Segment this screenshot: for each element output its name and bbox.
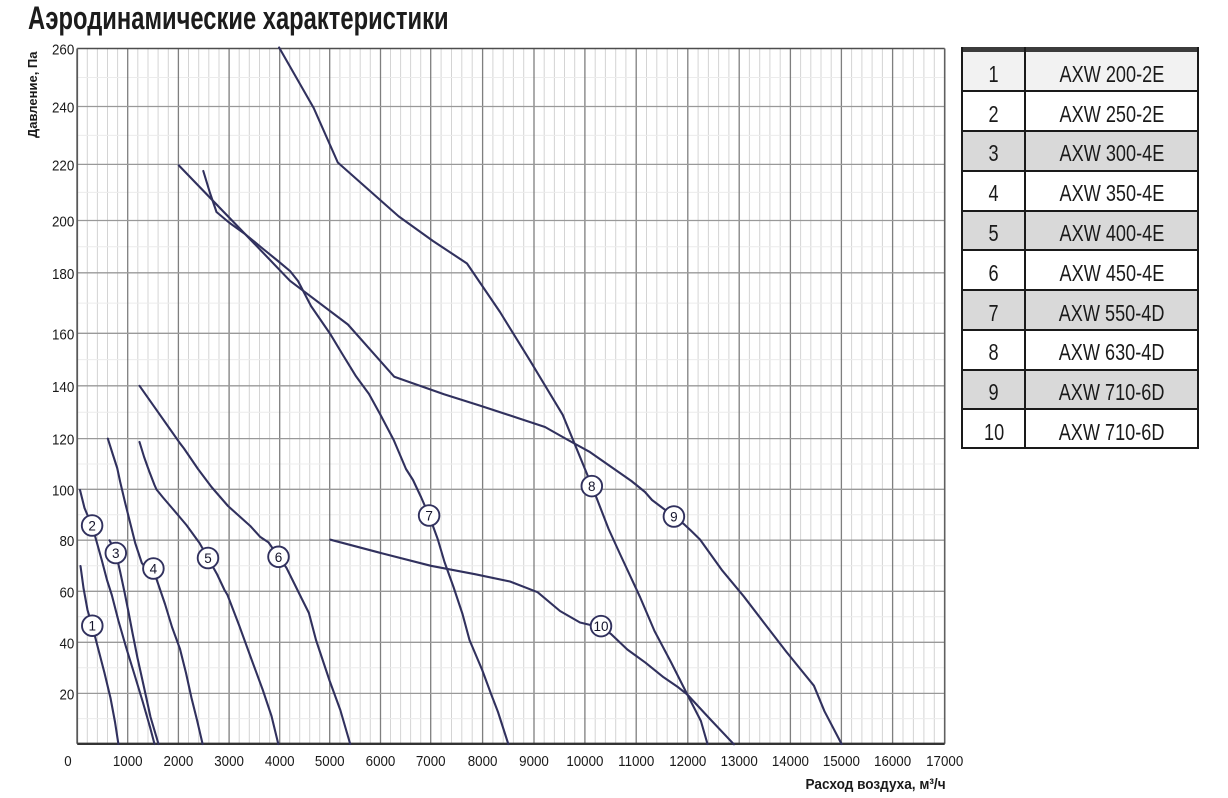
svg-text:80: 80 <box>60 534 75 550</box>
svg-text:6: 6 <box>275 550 283 565</box>
svg-text:140: 140 <box>52 380 74 396</box>
svg-text:7: 7 <box>425 509 433 524</box>
svg-text:2000: 2000 <box>164 754 194 770</box>
svg-text:20: 20 <box>60 687 75 703</box>
svg-text:260: 260 <box>52 43 74 59</box>
svg-text:40: 40 <box>60 636 75 652</box>
svg-text:240: 240 <box>52 101 74 117</box>
svg-text:60: 60 <box>60 585 75 601</box>
svg-text:17000: 17000 <box>926 754 963 770</box>
svg-text:10000: 10000 <box>566 754 603 770</box>
svg-text:8000: 8000 <box>468 754 498 770</box>
svg-text:8: 8 <box>588 479 596 494</box>
svg-text:1000: 1000 <box>113 754 143 770</box>
svg-text:5000: 5000 <box>315 754 345 770</box>
svg-text:4000: 4000 <box>265 754 295 770</box>
svg-text:6000: 6000 <box>366 754 396 770</box>
svg-text:180: 180 <box>52 267 74 283</box>
svg-text:1: 1 <box>89 619 97 634</box>
svg-text:7000: 7000 <box>416 754 446 770</box>
svg-text:12000: 12000 <box>669 754 706 770</box>
svg-text:120: 120 <box>52 433 74 449</box>
svg-text:220: 220 <box>52 158 74 174</box>
svg-text:160: 160 <box>52 327 74 343</box>
svg-text:15000: 15000 <box>823 754 860 770</box>
svg-text:11000: 11000 <box>618 754 654 770</box>
svg-text:100: 100 <box>52 483 74 499</box>
svg-text:13000: 13000 <box>721 754 758 770</box>
svg-text:2: 2 <box>88 519 96 534</box>
svg-text:10: 10 <box>593 619 608 634</box>
svg-text:200: 200 <box>52 215 74 231</box>
svg-text:0: 0 <box>64 754 71 770</box>
svg-text:5: 5 <box>204 551 212 566</box>
svg-text:4: 4 <box>150 562 158 577</box>
svg-text:3000: 3000 <box>214 754 244 770</box>
svg-text:14000: 14000 <box>772 754 809 770</box>
svg-text:9: 9 <box>670 510 678 525</box>
svg-text:3: 3 <box>112 546 120 561</box>
svg-text:16000: 16000 <box>874 754 911 770</box>
svg-text:9000: 9000 <box>519 754 549 770</box>
